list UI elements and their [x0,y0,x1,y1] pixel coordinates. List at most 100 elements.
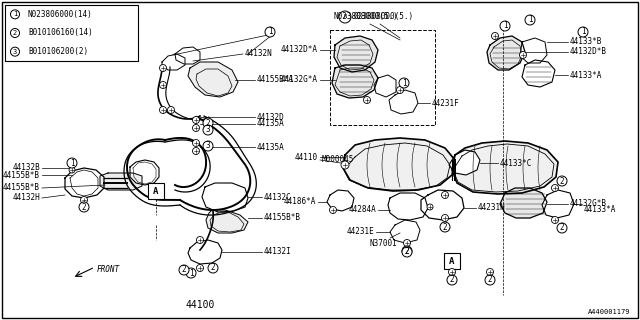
Polygon shape [388,193,428,220]
Circle shape [79,202,89,212]
Text: 3: 3 [13,49,17,55]
Circle shape [402,247,412,257]
Circle shape [552,185,559,191]
Text: A: A [154,187,159,196]
Circle shape [557,176,567,186]
Text: 1: 1 [70,158,74,167]
Text: 2: 2 [488,276,492,284]
Circle shape [578,27,588,37]
Circle shape [196,265,204,271]
Text: 44132H: 44132H [12,194,40,203]
Polygon shape [374,75,396,97]
Text: N37001: N37001 [370,238,397,247]
Text: 44132D: 44132D [257,113,285,122]
Circle shape [442,191,449,198]
Circle shape [427,204,433,210]
Polygon shape [202,183,248,212]
Text: A440001179: A440001179 [588,309,630,315]
Circle shape [193,148,200,155]
Polygon shape [500,188,547,218]
Text: FRONT: FRONT [97,265,120,274]
Circle shape [557,223,567,233]
Circle shape [485,275,495,285]
Circle shape [341,161,349,169]
Polygon shape [542,190,574,218]
Text: 44132B: 44132B [12,164,40,172]
Text: 2: 2 [404,246,410,255]
Text: 2: 2 [82,203,86,212]
Text: 44132G*B: 44132G*B [570,199,607,209]
Text: 2: 2 [560,177,564,186]
Circle shape [440,222,450,232]
Polygon shape [487,36,525,70]
Polygon shape [421,190,464,220]
Text: 1: 1 [268,28,272,36]
Circle shape [159,82,166,89]
Text: 44135A: 44135A [257,142,285,151]
Text: 3: 3 [205,141,211,150]
Circle shape [403,239,410,246]
Circle shape [67,158,77,168]
Text: A: A [449,257,454,266]
Text: 44132D*B: 44132D*B [570,47,607,57]
Circle shape [552,217,559,223]
Text: B010106160(14): B010106160(14) [28,28,93,37]
Circle shape [447,275,457,285]
FancyBboxPatch shape [5,5,138,61]
Circle shape [10,47,19,56]
Text: N: N [344,14,347,20]
Circle shape [203,141,213,151]
Text: N023808000(5.): N023808000(5.) [333,12,397,21]
Polygon shape [206,210,248,233]
Polygon shape [162,54,185,70]
FancyBboxPatch shape [444,253,460,269]
Polygon shape [100,173,142,190]
Text: 44231N: 44231N [478,204,506,212]
Circle shape [186,268,196,278]
Polygon shape [452,141,558,194]
Text: 44133*A: 44133*A [584,205,616,214]
Circle shape [10,28,19,37]
Text: 44100: 44100 [186,300,214,310]
Polygon shape [520,38,547,63]
Text: 44155B*B: 44155B*B [3,171,40,180]
Circle shape [492,33,499,39]
Polygon shape [343,138,455,191]
Polygon shape [332,65,378,98]
Text: 2: 2 [205,118,211,127]
Circle shape [399,78,409,88]
Text: B010106200(2): B010106200(2) [28,47,88,56]
Text: 44132I: 44132I [264,247,292,257]
Text: 44110: 44110 [295,153,318,162]
Polygon shape [327,190,354,211]
Circle shape [159,107,166,114]
Circle shape [520,52,527,59]
Text: 44155B*B: 44155B*B [264,213,301,222]
Text: 2: 2 [560,223,564,233]
Circle shape [265,27,275,37]
Text: 44284A: 44284A [348,205,376,214]
Text: 2: 2 [13,30,17,36]
Text: 44155B*B: 44155B*B [3,183,40,193]
Text: 44133*C: 44133*C [500,158,532,167]
Polygon shape [65,168,104,198]
Circle shape [397,86,403,93]
Text: 2: 2 [450,276,454,284]
Text: 3: 3 [205,125,211,134]
Circle shape [330,206,337,213]
Circle shape [203,125,213,135]
Text: 1: 1 [402,78,406,87]
Text: 2: 2 [443,222,447,231]
Polygon shape [522,60,555,87]
Circle shape [339,11,351,23]
Circle shape [193,124,200,132]
Circle shape [500,21,510,31]
Text: 44133*B: 44133*B [570,37,602,46]
Polygon shape [390,220,420,243]
Text: 2: 2 [182,266,186,275]
Circle shape [193,116,200,124]
FancyBboxPatch shape [148,183,164,199]
Circle shape [208,263,218,273]
Text: 1: 1 [528,15,532,25]
Circle shape [364,97,371,103]
